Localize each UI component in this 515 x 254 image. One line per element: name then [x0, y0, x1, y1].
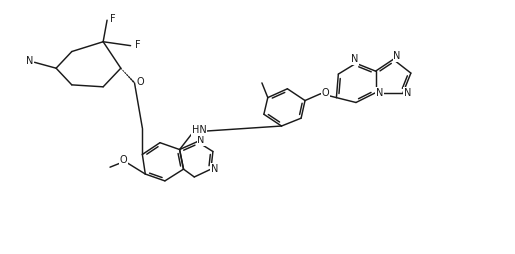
Text: F: F	[134, 40, 140, 50]
Text: N: N	[376, 88, 383, 98]
Text: O: O	[120, 155, 128, 165]
Text: N: N	[404, 88, 411, 98]
Text: N: N	[351, 54, 358, 64]
Text: N: N	[197, 135, 205, 145]
Text: O: O	[136, 77, 144, 87]
Text: O: O	[322, 88, 330, 98]
Text: N: N	[211, 164, 218, 174]
Text: F: F	[110, 14, 116, 24]
Text: N: N	[26, 56, 33, 66]
Text: N: N	[393, 52, 401, 61]
Text: HN: HN	[192, 125, 207, 135]
